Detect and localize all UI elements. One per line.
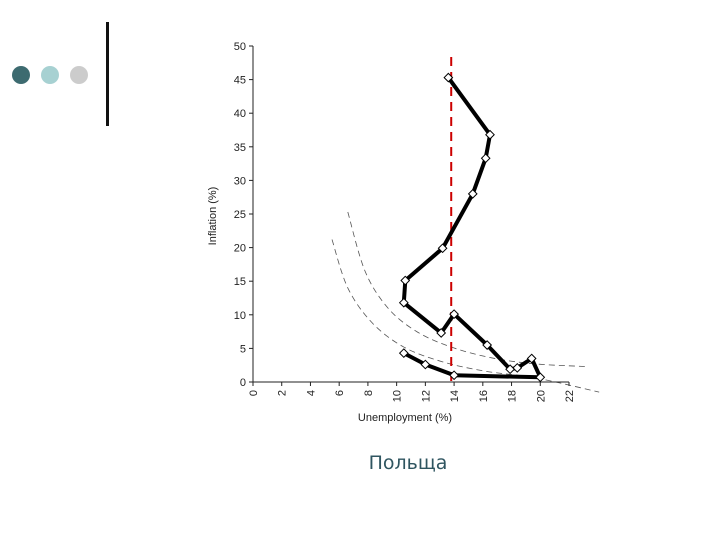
x-tick-label: 22 [564, 390, 576, 402]
data-point-marker [436, 328, 447, 338]
x-tick-label: 8 [363, 390, 375, 396]
x-tick-label: 16 [478, 390, 490, 402]
y-tick-label: 30 [234, 175, 246, 187]
x-tick-label: 14 [449, 390, 461, 402]
data-point-marker [526, 353, 537, 364]
data-point-marker [485, 129, 495, 140]
x-tick-label: 2 [277, 390, 289, 396]
data-point-marker [480, 153, 491, 164]
data-point-marker [449, 370, 459, 381]
slide-caption: Польща [368, 452, 448, 474]
x-tick-label: 20 [535, 390, 547, 402]
data-point-marker [443, 72, 454, 83]
y-tick-label: 5 [240, 343, 246, 355]
y-tick-label: 15 [234, 276, 246, 288]
y-tick-label: 50 [234, 41, 246, 53]
data-point-marker [482, 340, 493, 350]
x-tick-label: 4 [305, 390, 317, 396]
y-tick-label: 35 [234, 142, 246, 154]
bullet-dot-light [41, 66, 59, 84]
x-tick-label: 12 [420, 390, 432, 402]
indifference-curve-2 [331, 239, 600, 393]
indifference-curve-1 [347, 211, 587, 367]
x-axis-label: Unemployment (%) [358, 412, 452, 424]
y-tick-label: 40 [234, 108, 246, 120]
data-point-marker [449, 309, 459, 320]
data-point-marker [535, 372, 546, 383]
y-tick-label: 10 [234, 310, 246, 322]
data-point-marker [398, 348, 409, 359]
bullet-dots [12, 66, 88, 84]
x-tick-label: 10 [392, 390, 404, 402]
x-tick-label: 6 [334, 390, 346, 396]
x-tick-label: 0 [248, 390, 260, 396]
data-point-marker [512, 362, 523, 373]
data-point-marker [467, 188, 478, 199]
y-tick-label: 0 [240, 377, 246, 389]
bullet-dot-dark [12, 66, 30, 84]
data-point-marker [437, 243, 448, 254]
data-point-marker [398, 297, 409, 308]
bullet-dot-grey [70, 66, 88, 84]
title-divider [106, 22, 109, 126]
y-tick-label: 20 [234, 243, 246, 255]
y-tick-label: 25 [234, 209, 246, 221]
data-point-marker [420, 359, 431, 370]
y-axis-label: Inflation (%) [207, 187, 219, 246]
series-line-0 [401, 75, 543, 380]
y-tick-label: 45 [234, 75, 246, 87]
x-tick-label: 18 [507, 390, 519, 402]
data-point-marker [400, 275, 411, 286]
